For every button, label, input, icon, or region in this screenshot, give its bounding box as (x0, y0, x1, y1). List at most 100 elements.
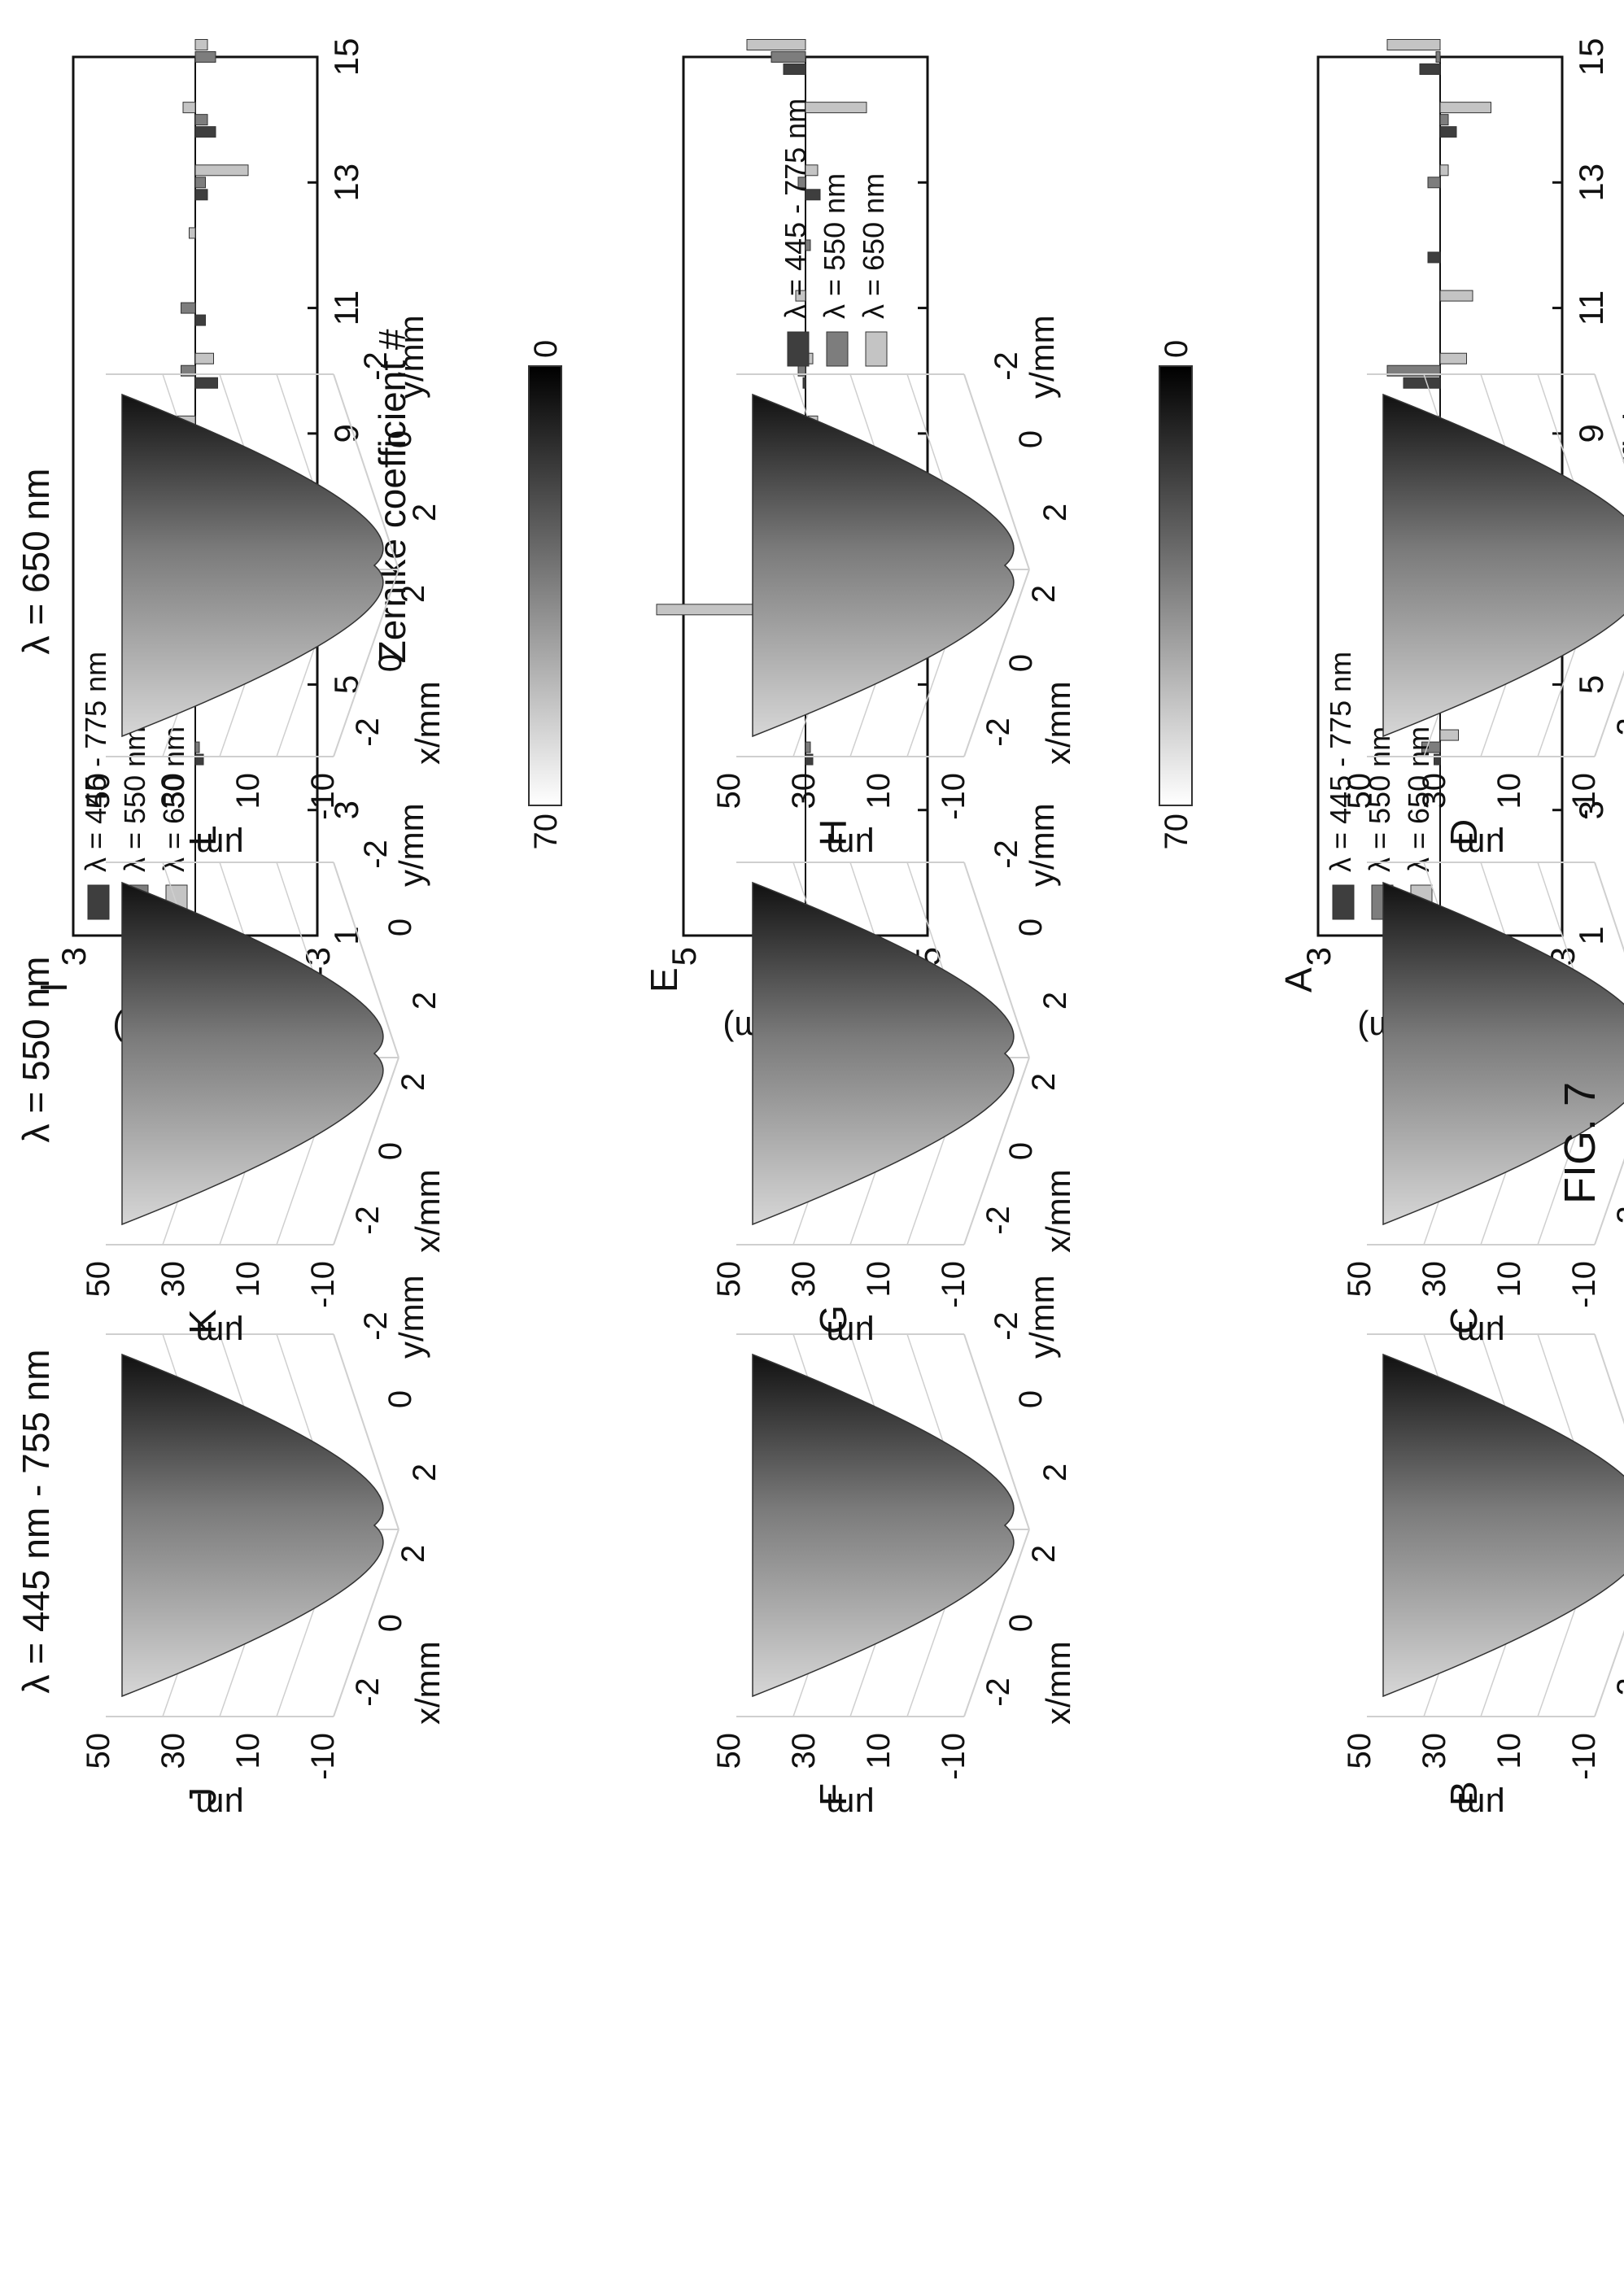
legend-label: λ = 550 nm (818, 173, 851, 319)
z-tick-label: 30 (786, 1733, 822, 1769)
x-tick-label: 9 (327, 424, 365, 443)
z-tick-label: 30 (786, 1261, 822, 1298)
legend-swatch (87, 884, 110, 920)
y-tick-label: 2 (1037, 992, 1073, 1010)
z-tick-label: -10 (936, 1733, 971, 1780)
z-axis-label: μm (195, 1786, 243, 1825)
panel-letter: A (1277, 967, 1320, 992)
z-tick-label: 10 (230, 1261, 266, 1298)
grid-line (333, 1333, 399, 1530)
surface-plot-f: F -10 10 30 50 μm -2 0 2 2 0 -2 x/mm y/mm (711, 1275, 1077, 1825)
surface-plot-k: K -10 10 30 50 μm -2 0 2 2 0 -2 x/mm y/mm (81, 803, 447, 1353)
surface-shape (752, 393, 1015, 738)
colorbar-min-label: 0 (1159, 340, 1194, 358)
x-tick-label: 3 (1572, 801, 1610, 819)
z-tick-label: 50 (1342, 773, 1377, 809)
x-tick-label: -2 (1611, 718, 1624, 747)
z-tick-label: 10 (861, 1733, 897, 1769)
bar (805, 102, 867, 114)
z-tick-label: 50 (711, 1261, 747, 1298)
bar (771, 51, 806, 63)
y-tick-label: -2 (989, 351, 1024, 381)
y-tick-label: 2 (407, 504, 443, 521)
grid-line (333, 373, 399, 570)
z-tick-label: 50 (1342, 1261, 1377, 1298)
z-axis-label: μm (1456, 1315, 1504, 1353)
z-tick-label: -10 (1566, 1733, 1602, 1780)
grid-line (333, 1057, 399, 1246)
panel-letter: D (1443, 819, 1485, 846)
surface-plots-grid: B-10103050μm-20220-2x/mmy/mmF-10103050μm… (15, 315, 1624, 1825)
y-tick-label: 2 (1037, 504, 1073, 521)
x-tick-label: 11 (327, 290, 365, 326)
bar (1439, 126, 1457, 138)
y-tick-label: 3 (1299, 947, 1338, 966)
y-tick-label: -2 (358, 1311, 394, 1341)
z-tick-label: 10 (861, 1261, 897, 1298)
panel-letter: I (33, 982, 75, 992)
z-tick-label: 10 (1491, 1733, 1527, 1769)
x-tick-label: 1 (1572, 926, 1610, 945)
bar (1439, 114, 1449, 126)
x-tick-label: 11 (1572, 290, 1610, 326)
y-tick-label: -2 (989, 840, 1024, 869)
x-tick-label: 2 (395, 585, 431, 603)
x-tick-label: 2 (1026, 1073, 1062, 1091)
bar (1439, 102, 1491, 114)
x-tick-label: 5 (327, 675, 365, 694)
grid-line (1594, 1333, 1624, 1530)
bar (194, 114, 208, 126)
legend-label: λ = 550 nm (118, 726, 151, 872)
bar (189, 227, 196, 239)
x-tick-label: 5 (1572, 675, 1610, 694)
bar (182, 102, 196, 114)
legend-swatch (826, 331, 849, 367)
y-axis-label: y/mm (392, 1275, 430, 1359)
z-tick-label: 50 (81, 773, 116, 809)
z-axis-label: μm (1456, 827, 1504, 865)
x-tick-label: -2 (1611, 1677, 1624, 1707)
x-tick-label: 2 (395, 1073, 431, 1091)
bar (1439, 352, 1467, 364)
z-tick-label: 10 (230, 773, 266, 809)
grid-line (333, 569, 399, 757)
bar (181, 302, 196, 314)
z-tick-label: 50 (81, 1733, 116, 1769)
y-tick-label: -2 (1619, 840, 1624, 869)
surface-plot-g: G -10 10 30 50 μm -2 0 2 2 0 -2 x/mm y/mm (711, 803, 1077, 1353)
y-tick-label: 2 (407, 1464, 443, 1481)
legend-swatch (787, 331, 810, 367)
legend-label: λ = 650 nm (157, 726, 190, 872)
z-axis-label: μm (195, 827, 243, 865)
y-tick-label: 0 (382, 1390, 418, 1408)
bar (1427, 177, 1441, 189)
z-axis-label: μm (826, 1315, 874, 1353)
bar (805, 239, 811, 251)
x-tick-label: 2 (1026, 585, 1062, 603)
bar (1439, 729, 1459, 741)
rotated-figure: A-303Value (μm)13579111315Zernike coeffi… (15, 38, 1624, 1825)
x-tick-label: 0 (1003, 1142, 1039, 1160)
surface-shape (1382, 393, 1624, 738)
y-tick-label: -2 (358, 351, 394, 381)
bar (194, 741, 200, 753)
x-axis-label: x/mm (408, 681, 447, 765)
y-tick-label: 0 (1013, 918, 1049, 936)
x-axis-label: x/mm (1039, 1641, 1077, 1725)
y-tick-label: 0 (382, 918, 418, 936)
y-axis-label: y/mm (1023, 1275, 1061, 1359)
x-tick-label: -2 (980, 1677, 1016, 1707)
colorbar (1159, 365, 1193, 806)
y-tick-label: 0 (382, 430, 418, 448)
x-tick-label: 2 (1026, 1545, 1062, 1563)
grid-line (1594, 1529, 1624, 1717)
z-tick-label: 50 (711, 773, 747, 809)
bar (1403, 377, 1441, 389)
y-tick-label: 0 (1013, 1390, 1049, 1408)
bar (1427, 251, 1441, 264)
x-tick-label: -2 (980, 718, 1016, 747)
grid-line (333, 1529, 399, 1717)
bar (194, 126, 216, 138)
bar (194, 51, 216, 63)
